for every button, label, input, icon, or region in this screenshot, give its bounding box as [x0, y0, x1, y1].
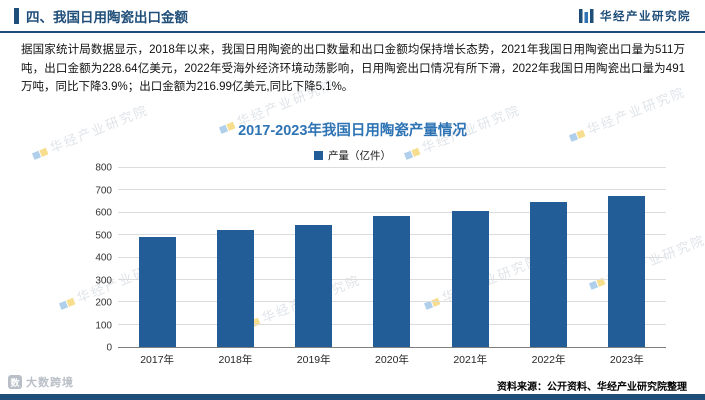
section-title: 四、我国日用陶瓷出口金额 — [26, 9, 188, 25]
section-accent-bar — [14, 7, 19, 24]
x-label-2023年: 2023年 — [609, 354, 644, 366]
bar-cell — [509, 168, 587, 347]
bar-cell — [431, 168, 509, 347]
y-tick-0: 0 — [106, 342, 112, 354]
chart-legend: 产量（亿件） — [0, 148, 705, 163]
y-tick-100: 100 — [95, 320, 112, 331]
brand-logo-icon — [579, 8, 594, 23]
bar-2023年 — [608, 195, 646, 347]
bar-cell — [275, 168, 353, 347]
chart-title: 2017-2023年我国日用陶瓷产量情况 — [238, 123, 467, 139]
plot-area — [118, 167, 666, 348]
corner-watermark-text: 大数跨境 — [26, 377, 74, 389]
bar-2019年 — [295, 225, 333, 347]
bar-cell — [118, 168, 196, 347]
brand: 华经产业研究院 — [579, 8, 691, 24]
section-heading: 四、我国日用陶瓷出口金额 — [14, 6, 188, 26]
gridline-700 — [118, 189, 666, 191]
bar-cell — [588, 168, 666, 347]
bar-cell — [353, 168, 431, 347]
y-axis-labels: 0 100 200 300 400 500 600 700 800 — [70, 163, 112, 354]
bar-2018年 — [216, 229, 254, 347]
header: 四、我国日用陶瓷出口金额 华经产业研究院 — [0, 0, 705, 33]
gridline-800 — [118, 167, 666, 168]
bar-2022年 — [530, 201, 568, 347]
y-tick-400: 400 — [95, 252, 112, 264]
bottom-bar — [0, 394, 705, 400]
y-tick-500: 500 — [95, 230, 112, 241]
x-label-2019年: 2019年 — [296, 354, 331, 366]
y-tick-600: 600 — [95, 207, 112, 219]
x-label-2017年: 2017年 — [140, 354, 175, 366]
bar-2017年 — [138, 237, 176, 347]
source-note: 资料来源：公开资料、华经产业研究院整理 — [497, 382, 687, 393]
bar-2020年 — [373, 216, 411, 347]
x-axis-labels: 2017年 2018年 2019年 2020年 2021年 2022年 2023年 — [118, 352, 666, 367]
x-label-2020年: 2020年 — [375, 354, 409, 366]
x-label-2018年: 2018年 — [218, 354, 253, 366]
body-paragraph: 据国家统计局数据显示，2018年以来，我国日用陶瓷的出口数量和出口金额均保持增长… — [21, 44, 685, 94]
y-tick-200: 200 — [95, 297, 112, 309]
y-tick-700: 700 — [95, 185, 112, 196]
corner-watermark-icon: 数 — [8, 375, 22, 389]
corner-watermark: 数 大数跨境 — [8, 374, 74, 390]
bars-row — [118, 168, 666, 347]
y-tick-800: 800 — [95, 162, 112, 174]
brand-name: 华经产业研究院 — [600, 10, 691, 23]
x-label-2022年: 2022年 — [531, 354, 566, 366]
gridline-600 — [118, 211, 666, 213]
x-label-2021年: 2021年 — [453, 354, 488, 366]
bar-cell — [196, 168, 274, 347]
y-tick-300: 300 — [95, 275, 112, 286]
bar-2021年 — [451, 210, 489, 347]
legend-label: 产量（亿件） — [328, 150, 391, 162]
legend-swatch — [314, 151, 323, 160]
